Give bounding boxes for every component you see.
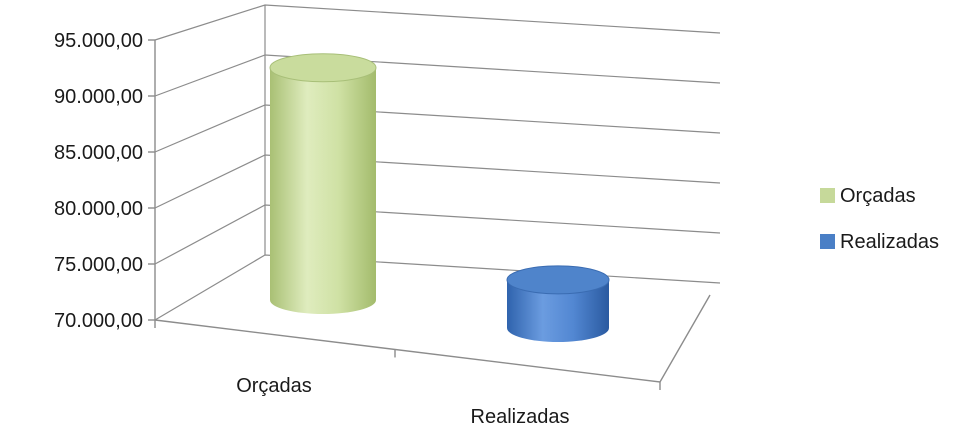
y-tick-label: 90.000,00	[54, 86, 143, 108]
cylinder-top	[506, 265, 610, 295]
gridlines	[154, 4, 721, 321]
cylinders	[269, 53, 610, 342]
cylinder-body	[507, 279, 609, 342]
legend-label: Realizadas	[840, 231, 939, 253]
y-tick-label: 95.000,00	[54, 30, 143, 52]
axes	[148, 5, 711, 390]
cylinder-realizadas	[506, 265, 610, 342]
y-tick-label: 85.000,00	[54, 142, 143, 164]
x-category-label: Orçadas	[236, 375, 312, 397]
legend-swatch	[820, 234, 835, 249]
legend-label: Orçadas	[840, 185, 916, 207]
gridline	[154, 4, 721, 41]
floor-edge	[154, 294, 711, 383]
y-tick-label: 70.000,00	[54, 310, 143, 332]
x-category-label: Realizadas	[471, 406, 570, 428]
cylinder-body	[270, 67, 376, 314]
gridline	[154, 254, 721, 321]
gridline	[154, 154, 721, 209]
cylinder-top	[269, 53, 377, 83]
legend: Orçadas Realizadas	[820, 185, 939, 253]
gridline	[154, 54, 721, 97]
gridline	[154, 104, 721, 153]
category-labels: Orçadas Realizadas	[236, 375, 569, 428]
y-tick-label: 80.000,00	[54, 198, 143, 220]
gridline	[154, 204, 721, 265]
cylinder-oradas	[269, 53, 377, 314]
legend-swatch	[820, 188, 835, 203]
y-tick-labels: 70.000,00 75.000,00 80.000,00 85.000,00 90.0…	[54, 30, 143, 332]
y-tick-label: 75.000,00	[54, 254, 143, 276]
